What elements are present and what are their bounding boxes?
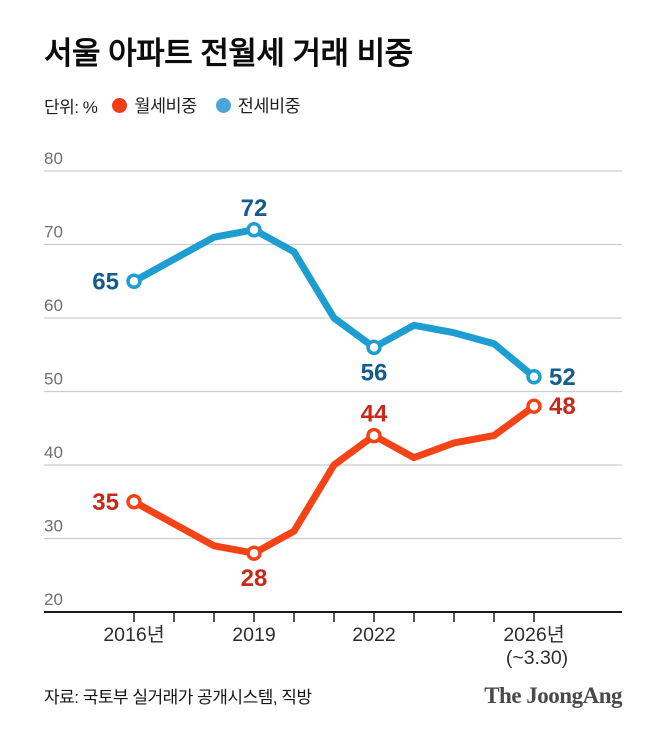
y-tick-label: 70	[44, 223, 63, 242]
data-marker-wolse-2026	[526, 398, 542, 414]
data-label-jeonse-2016: 65	[92, 268, 119, 295]
legend-label-wolse: 월세비중	[134, 96, 197, 116]
data-marker-jeonse-2026	[526, 369, 542, 385]
data-label-jeonse-2022: 56	[361, 359, 388, 386]
y-tick-label: 60	[44, 296, 63, 315]
series-line-wolse	[132, 403, 537, 557]
data-label-wolse-2026: 48	[549, 393, 576, 420]
source-note: 자료: 국토부 실거래가 공개시스템, 직방	[44, 688, 312, 707]
series-line-jeonse	[132, 226, 537, 380]
y-tick-label: 50	[44, 370, 63, 389]
x-tick-sublabel: (~3.30)	[506, 647, 568, 669]
unit-label: 단위: %	[44, 98, 98, 117]
joongang-logo: The JoongAng	[484, 683, 622, 708]
data-marker-jeonse-2019	[246, 222, 262, 238]
x-tick-label: 2022	[352, 624, 395, 646]
y-tick-label: 30	[44, 517, 63, 536]
x-tick-label: 2019	[232, 624, 275, 646]
legend: 단위: % 월세비중 전세비중	[44, 93, 319, 118]
wolse-legend-dot-icon	[112, 98, 128, 113]
chart-title: 서울 아파트 전월세 거래 비중	[44, 36, 413, 71]
x-tick-label: 2016년	[103, 624, 164, 646]
data-marker-wolse-2019	[246, 545, 262, 561]
data-marker-wolse-2016	[126, 494, 142, 510]
legend-label-jeonse: 전세비중	[237, 96, 301, 116]
data-marker-jeonse-2016	[126, 273, 142, 289]
data-label-wolse-2022: 44	[361, 401, 388, 428]
data-label-wolse-2016: 35	[92, 489, 119, 516]
y-tick-label: 40	[44, 443, 63, 462]
legend-item-wolse: 월세비중	[112, 93, 197, 118]
data-label-wolse-2019: 28	[241, 565, 268, 592]
x-tick-label: 2026년	[503, 624, 564, 646]
jeonse-legend-dot-icon	[215, 98, 231, 113]
footer: 자료: 국토부 실거래가 공개시스템, 직방 The JoongAng	[44, 683, 622, 708]
data-marker-jeonse-2022	[366, 339, 382, 356]
data-label-jeonse-2026: 52	[549, 364, 576, 391]
data-marker-wolse-2022	[366, 427, 382, 444]
data-label-jeonse-2019: 72	[241, 195, 268, 222]
legend-item-jeonse: 전세비중	[215, 93, 301, 118]
y-tick-label: 80	[44, 149, 63, 168]
y-tick-label: 20	[44, 590, 63, 609]
